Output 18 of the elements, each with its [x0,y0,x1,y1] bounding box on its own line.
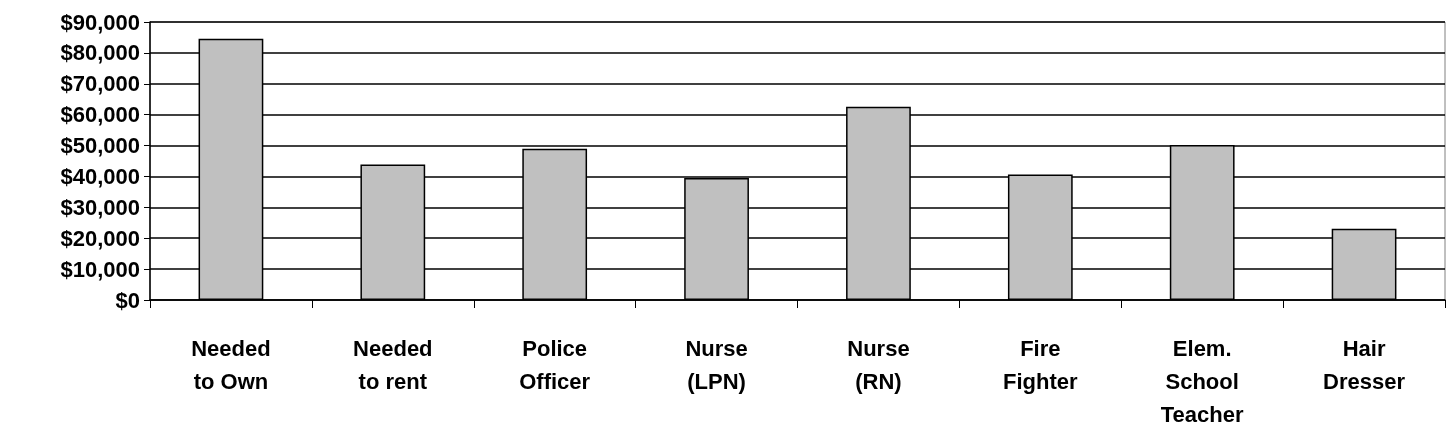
x-tick-label: Needed to rent [353,336,433,394]
y-tick-label: $30,000 [60,194,140,220]
y-tick-label: $10,000 [60,256,140,282]
x-tick-label: Needed to Own [191,336,271,394]
y-tick-label: $0 [115,287,140,313]
x-tick-label: Fire Fighter [1003,336,1079,394]
y-tick-label: $20,000 [60,225,140,251]
y-tick-label: $60,000 [60,102,140,128]
x-tick-label: Hair Dresser [1323,336,1406,394]
y-tick-label: $80,000 [60,40,140,66]
x-tick-label: Nurse (LPN) [685,336,748,394]
x-tick-label: Elem. School Teacher [1160,336,1244,427]
x-tick-label: Police Officer [519,336,591,394]
y-tick-label: $40,000 [60,163,140,189]
y-tick-label: $90,000 [60,9,140,35]
y-tick-label: $70,000 [60,71,140,97]
x-tick-label: Nurse (RN) [847,336,910,394]
y-tick-label: $50,000 [60,133,140,159]
